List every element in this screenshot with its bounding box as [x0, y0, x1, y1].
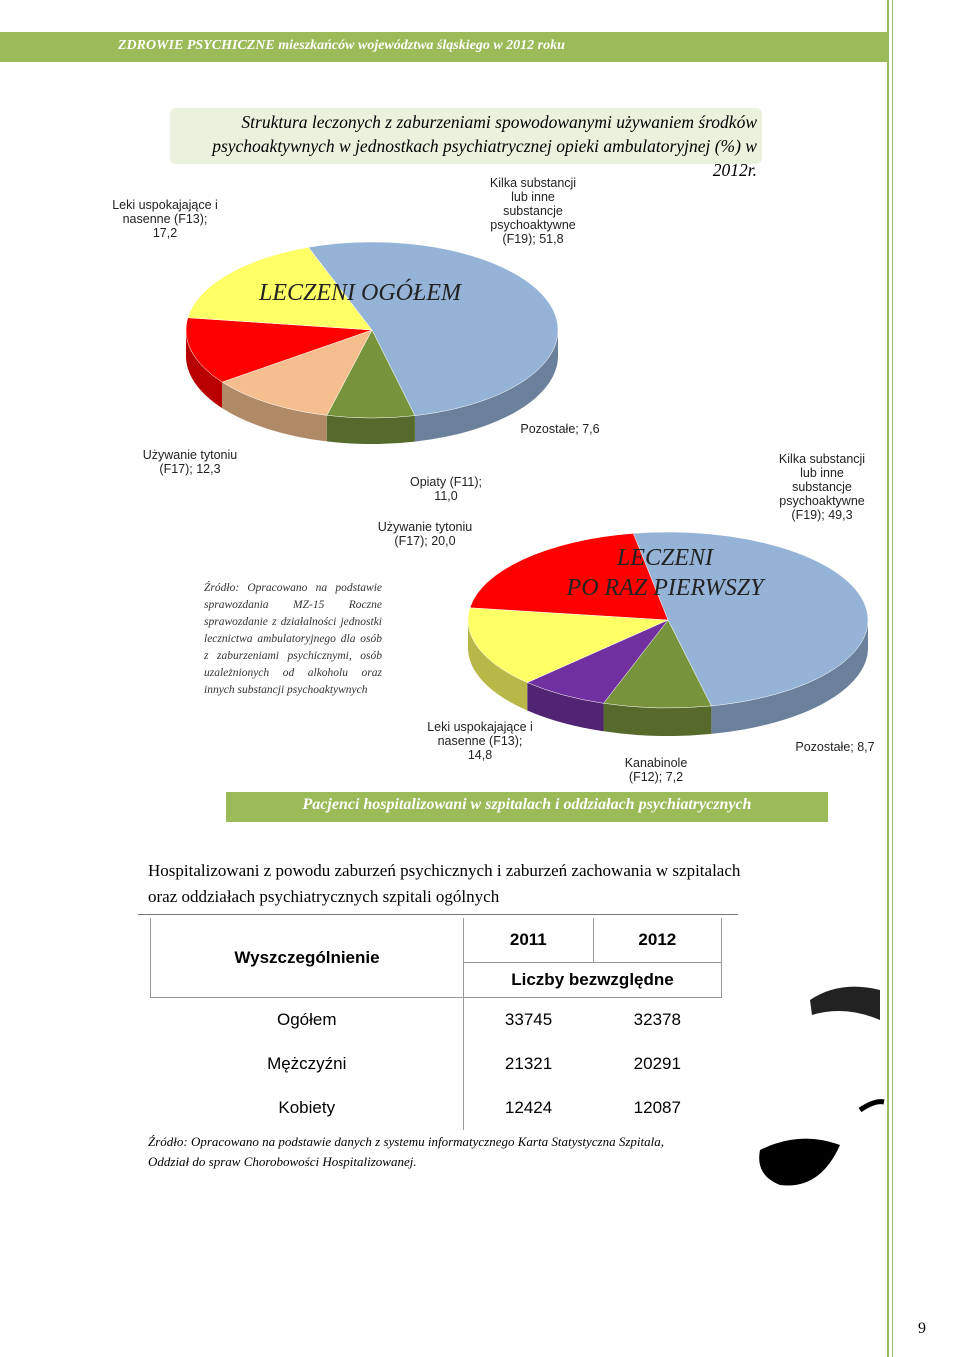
pie-charts: LECZENI OGÓŁEM LECZENI PO RAZ PIERWSZY [185, 241, 869, 736]
face-decoration [759, 986, 885, 1186]
cell-value: 12087 [633, 1098, 681, 1117]
cell-value: 20291 [633, 1054, 681, 1073]
pie-slice [307, 241, 559, 416]
data-table: Wyszczególnienie 2011 2012 Liczby bezwzg… [150, 918, 723, 1130]
cell-value: 33745 [463, 997, 594, 1042]
slice-label: Pozostałe; 8,7 [795, 740, 875, 754]
pie-slice [221, 329, 373, 416]
pie-slice [185, 317, 373, 383]
pie-slice [187, 247, 373, 331]
pie-side [711, 620, 868, 734]
rule [892, 0, 893, 1357]
section-title: Struktura leczonych z zaburzeniami spowo… [212, 112, 757, 180]
slice-label: Opiaty (F11); 11,0 [409, 475, 482, 503]
rule [138, 914, 738, 915]
chart-title: LECZENI OGÓŁEM [258, 279, 463, 306]
chart-title: LECZENI PO RAZ PIERWSZY [566, 545, 767, 601]
slice-label: Kilka substancji lub inne substancje psy… [778, 452, 866, 522]
slice-label: Pozostałe; 7,6 [520, 422, 600, 436]
header-bar [0, 32, 888, 62]
table-header: Wyszczególnienie [150, 918, 464, 998]
pie-side [326, 415, 415, 444]
slice-label: Leki uspokajające i nasenne (F13); 14,8 [427, 720, 533, 762]
banner-text: Pacjenci hospitalizowani w szpitalach i … [302, 796, 752, 813]
pie-side [186, 330, 223, 409]
pie-side [603, 703, 712, 736]
row-label: Ogółem [276, 1010, 337, 1029]
slice-label: Używanie tytoniu (F17); 20,0 [377, 520, 473, 548]
page-number: 9 [918, 1320, 926, 1337]
cell-value: 21321 [463, 1042, 594, 1086]
table-row: Ogółem 33745 32378 [151, 997, 722, 1042]
slice-label: Kanabinole (F12); 7,2 [624, 756, 688, 784]
pie-side [222, 382, 327, 442]
table-row: Kobiety 12424 12087 [151, 1086, 722, 1130]
rule [887, 0, 889, 1357]
pie-slice [469, 533, 669, 621]
slice-label: Kilka substancji lub inne substancje psy… [489, 176, 577, 246]
year-header: 2012 [592, 918, 723, 963]
title-box [170, 108, 762, 164]
table-source: Źródło: Opracowano na podstawie danych z… [148, 1134, 665, 1169]
header-title: ZDROWIE PSYCHICZNE mieszkańców województ… [118, 38, 565, 53]
banner [226, 792, 828, 822]
row-label: Mężczyźni [267, 1054, 347, 1073]
unit-header: Liczby bezwzględne [463, 962, 722, 998]
table-row: Mężczyźni 21321 20291 [151, 1042, 722, 1086]
table-title: Hospitalizowani z powodu zaburzeń psychi… [148, 861, 741, 906]
cell-value: 32378 [633, 1010, 681, 1029]
pie-side [468, 620, 528, 711]
year-header: 2011 [463, 918, 594, 963]
pie-slice [603, 619, 712, 709]
row-label: Kobiety [278, 1098, 336, 1117]
pie-side [527, 682, 604, 732]
pie-slice [632, 531, 869, 707]
cell-value: 12424 [463, 1086, 594, 1130]
pie-side [414, 330, 558, 442]
slice-label: Używanie tytoniu (F17); 12,3 [142, 448, 238, 476]
pie-slice [467, 607, 669, 683]
source-note: Źródło: Opracowano na podstawie sprawozd… [204, 582, 382, 696]
slice-label: Leki uspokajające i nasenne (F13); 17,2 [112, 198, 218, 240]
